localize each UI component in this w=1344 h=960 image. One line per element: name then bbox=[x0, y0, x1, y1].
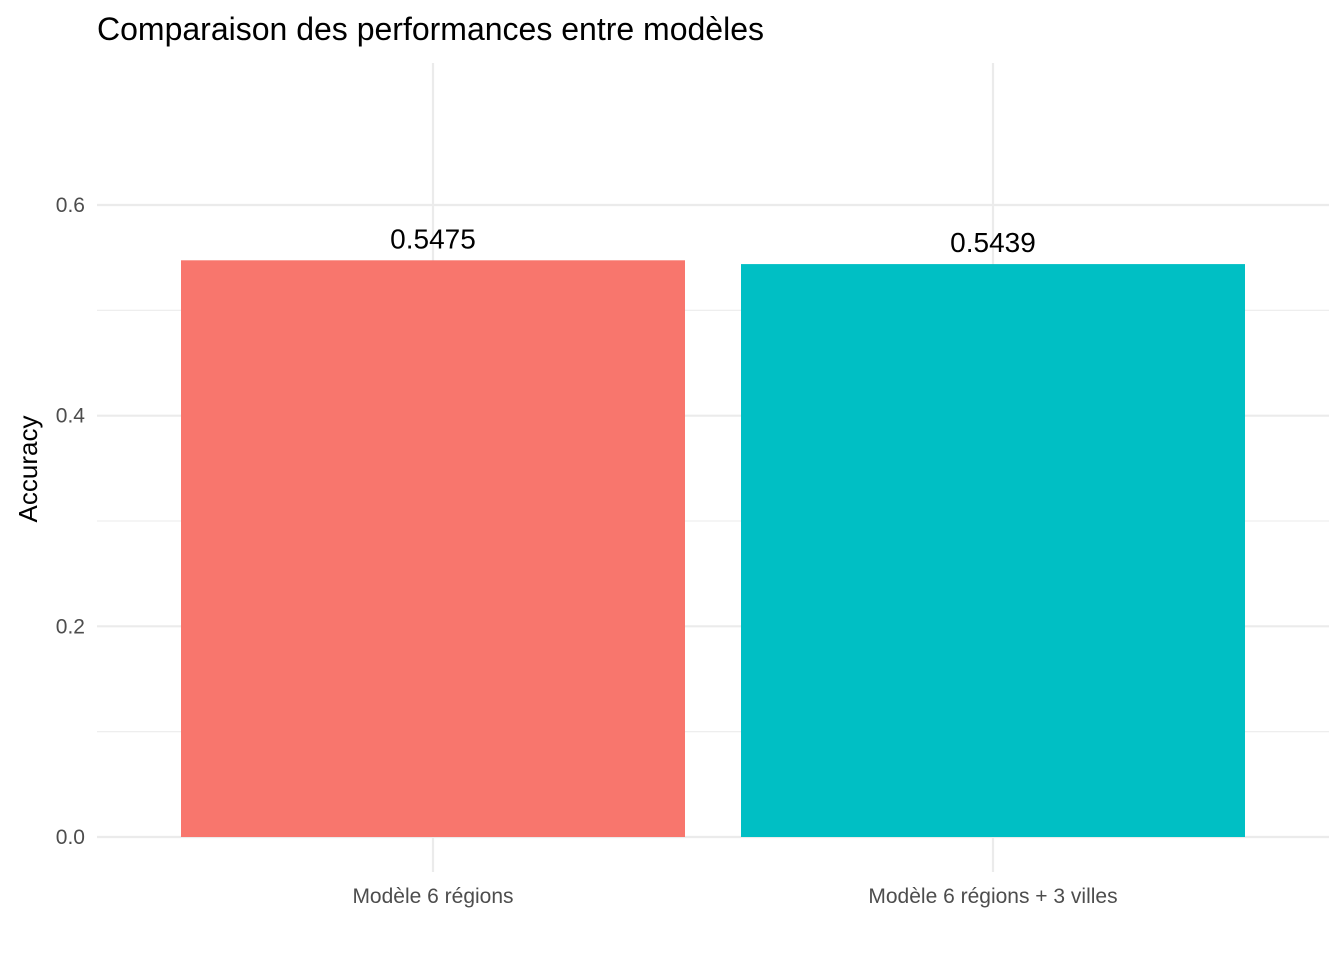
y-tick-label: 0.0 bbox=[56, 826, 85, 849]
x-tick-label: Modèle 6 régions + 3 villes bbox=[868, 885, 1117, 908]
data-labels: 0.5475 0.5439 bbox=[390, 223, 1036, 258]
y-tick-label: 0.6 bbox=[56, 194, 85, 217]
y-axis-label: Accuracy bbox=[13, 416, 43, 523]
bar bbox=[181, 260, 685, 837]
data-label: 0.5475 bbox=[390, 223, 476, 254]
bar bbox=[741, 264, 1245, 837]
x-axis-ticks: Modèle 6 régions Modèle 6 régions + 3 vil… bbox=[352, 885, 1117, 908]
chart-title: Comparaison des performances entre modèl… bbox=[97, 11, 764, 47]
bars bbox=[181, 260, 1245, 837]
y-tick-label: 0.4 bbox=[56, 405, 86, 428]
y-axis-ticks: 0.0 0.2 0.4 0.6 bbox=[56, 194, 86, 849]
y-tick-label: 0.2 bbox=[56, 615, 85, 638]
x-tick-label: Modèle 6 régions bbox=[352, 885, 513, 908]
data-label: 0.5439 bbox=[950, 227, 1036, 258]
